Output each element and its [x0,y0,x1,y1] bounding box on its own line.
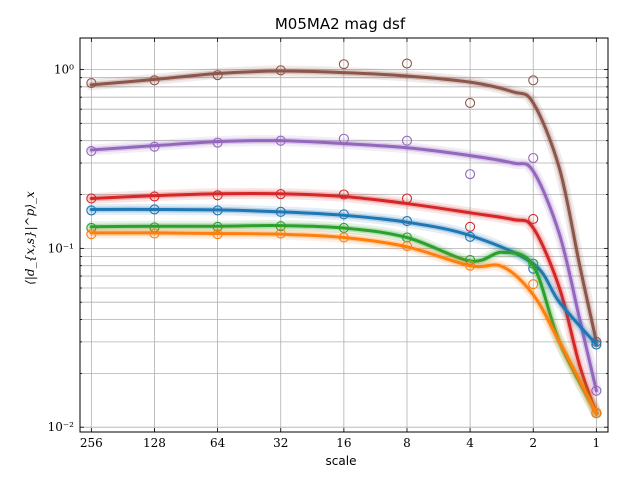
y-tick-label: 10⁰ [54,62,74,76]
x-axis-label: scale [326,454,357,468]
data-point [528,75,539,86]
data-point [528,279,539,290]
x-tick-label: 8 [403,436,411,450]
series-2 [85,187,602,419]
data-point [275,189,286,200]
data-point [86,193,97,204]
data-point [275,135,286,146]
data-point [275,221,286,232]
data-point [338,189,349,200]
data-point [465,231,476,242]
data-point [212,229,223,240]
series-line [89,69,598,344]
data-point [86,145,97,157]
data-point [149,204,160,215]
data-point [591,339,602,350]
series-line [89,207,598,346]
x-tick-label: 32 [273,436,288,450]
data-point [528,213,539,224]
data-point [465,221,476,232]
x-tick-label: 128 [143,436,166,450]
ticks: 256 128 64 32 16 8 4 2 1 10⁻² 10⁻¹ 10⁰ [48,38,608,450]
series-0 [85,58,602,348]
series-5 [85,227,602,419]
x-tick-label: 4 [466,436,474,450]
data-point [212,205,223,216]
y-axis-label: ⟨|d_{x,s}|^p⟩_x [23,191,37,285]
data-point [275,228,286,239]
series-line [89,139,598,393]
data-point [149,191,160,202]
data-point [401,193,413,204]
data-point [86,205,97,216]
series-4 [85,220,602,419]
data-point [401,216,413,227]
series-1 [85,133,602,397]
series-line [89,231,598,415]
series-3 [85,203,602,350]
chart-title: M05MA2 mag dsf [275,15,406,33]
series-layer [85,58,602,419]
data-point [591,336,602,347]
x-tick-label: 2 [529,436,537,450]
data-point [212,137,223,148]
data-point [528,258,539,269]
data-point [465,97,476,109]
data-point [465,260,476,271]
data-point [338,133,349,144]
y-tick-label: 10⁻¹ [48,241,74,255]
data-point [338,59,349,70]
data-point [212,190,223,201]
data-point [528,152,539,164]
data-point [338,232,349,243]
data-point [212,70,223,81]
series-line [89,224,598,415]
data-point [149,75,160,86]
x-tick-label: 256 [80,436,103,450]
series-line [89,191,598,415]
x-tick-label: 1 [593,436,601,450]
x-tick-label: 64 [210,436,226,450]
data-point [149,141,160,152]
data-point [401,240,413,252]
data-point [401,58,413,69]
plot-frame [79,37,609,433]
data-point [401,135,413,146]
x-tick-label: 16 [336,436,351,450]
data-point [591,407,602,419]
data-point [338,209,349,220]
data-point [275,206,286,217]
data-point [275,65,286,76]
data-point [149,228,160,239]
data-point [591,385,602,396]
data-point [86,229,97,240]
y-tick-label: 10⁻² [48,420,75,434]
data-point [86,77,97,89]
data-point [212,221,223,232]
data-point [465,169,476,180]
